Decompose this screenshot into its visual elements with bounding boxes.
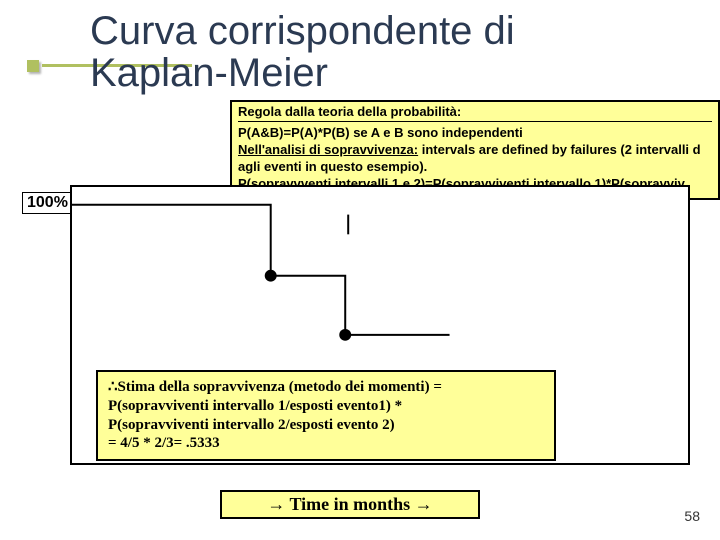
title-line-2: Kaplan-Meier [90,51,328,95]
estimate-line-3: P(sopravviventi intervallo 2/esposti eve… [108,416,544,435]
prob-line-3: agli eventi in questo esempio). [238,158,712,175]
slide-title: Curva corrispondente di Kaplan-Meier [90,10,515,94]
estimate-line-4: = 4/5 * 2/3= .5333 [108,434,544,453]
estimate-line-2: P(sopravviventi intervallo 1/esposti eve… [108,397,544,416]
prob-header: Regola dalla teoria della probabilità: [238,104,712,122]
prob-line-1: P(A&B)=P(A)*P(B) se A e B sono independe… [238,124,712,141]
y-axis-100-label: 100% [22,192,73,214]
title-line-1: Curva corrispondente di [90,9,515,53]
time-axis-label: → Time in months → [220,490,480,519]
prob-line-2: Nell'analisi di sopravvivenza: intervals… [238,141,712,158]
estimate-box: ∴Stima della sopravvivenza (metodo dei m… [96,370,556,461]
prob-line-2-rest: intervals are defined by failures (2 int… [418,142,701,157]
prob-line-2-underline: Nell'analisi di sopravvivenza: [238,142,418,157]
estimate-line-1: ∴Stima della sopravvivenza (metodo dei m… [108,378,544,397]
title-bullet [27,60,39,72]
slide-number: 58 [684,508,700,524]
